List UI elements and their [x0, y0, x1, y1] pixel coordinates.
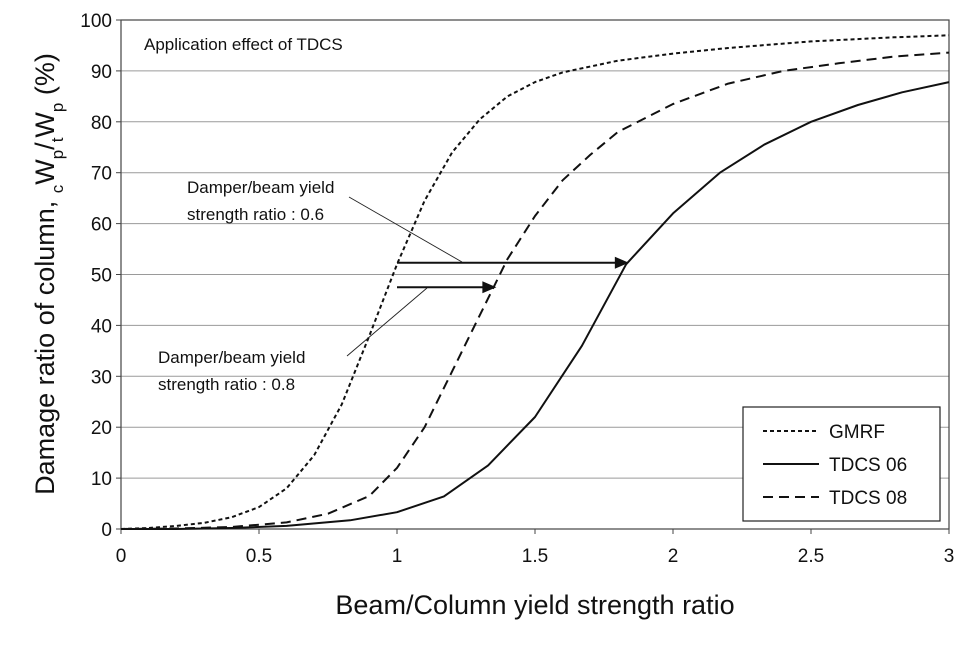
annotation-2-line-2: strength ratio : 0.8	[158, 375, 295, 394]
y-tick-label: 100	[80, 11, 112, 32]
y-tick-label: 60	[91, 215, 112, 236]
legend-label-gmrf: GMRF	[829, 422, 885, 443]
legend-label-tdcs06: TDCS 06	[829, 455, 907, 476]
x-tick-label: 1.5	[522, 546, 548, 567]
y-tick-label: 0	[101, 520, 112, 541]
x-tick-label: 0.5	[246, 546, 272, 567]
series-line-gmrf	[120, 34, 950, 530]
annotation-arrows	[397, 256, 629, 294]
annotation-leader-line-2	[346, 287, 428, 357]
series-line-tdcs-06	[121, 81, 950, 530]
y-tick-label: 20	[91, 418, 112, 439]
annotation-2-line-1: Damper/beam yield	[158, 348, 305, 367]
x-tick-label: 2.5	[798, 546, 824, 567]
arrow-head-2	[482, 281, 497, 294]
y-tick-label: 50	[91, 266, 112, 287]
series-line-tdcs-08	[120, 51, 950, 530]
annotation-1-line-2: strength ratio : 0.6	[187, 205, 324, 224]
y-tick-label: 70	[91, 164, 112, 185]
x-axis: 0 0.5 1 1.5 2 2.5 3	[116, 529, 955, 567]
legend: GMRF TDCS 06 TDCS 08	[742, 406, 941, 522]
y-tick-label: 30	[91, 367, 112, 388]
y-tick-label: 10	[91, 469, 112, 490]
annotation-1-line-1: Damper/beam yield	[187, 178, 334, 197]
x-tick-label: 1	[392, 546, 403, 567]
y-axis-title: Damage ratio of column, cWp/tWp (%)	[30, 53, 67, 495]
grid	[121, 70, 949, 479]
arrow-head-1	[614, 256, 629, 269]
series-group	[120, 34, 950, 530]
y-tick-label: 90	[91, 62, 112, 83]
x-tick-label: 2	[668, 546, 679, 567]
x-tick-label: 3	[944, 546, 955, 567]
annotation-leader-line-1	[348, 196, 463, 263]
y-tick-label: 40	[91, 316, 112, 337]
x-axis-title: Beam/Column yield strength ratio	[335, 590, 734, 620]
x-tick-label: 0	[116, 546, 127, 567]
y-tick-label: 80	[91, 113, 112, 134]
chart-title: Application effect of TDCS	[144, 35, 343, 54]
y-axis: 0 10 20 30 40 50 60 70 80 90 100	[80, 11, 121, 541]
legend-label-tdcs08: TDCS 08	[829, 488, 907, 509]
